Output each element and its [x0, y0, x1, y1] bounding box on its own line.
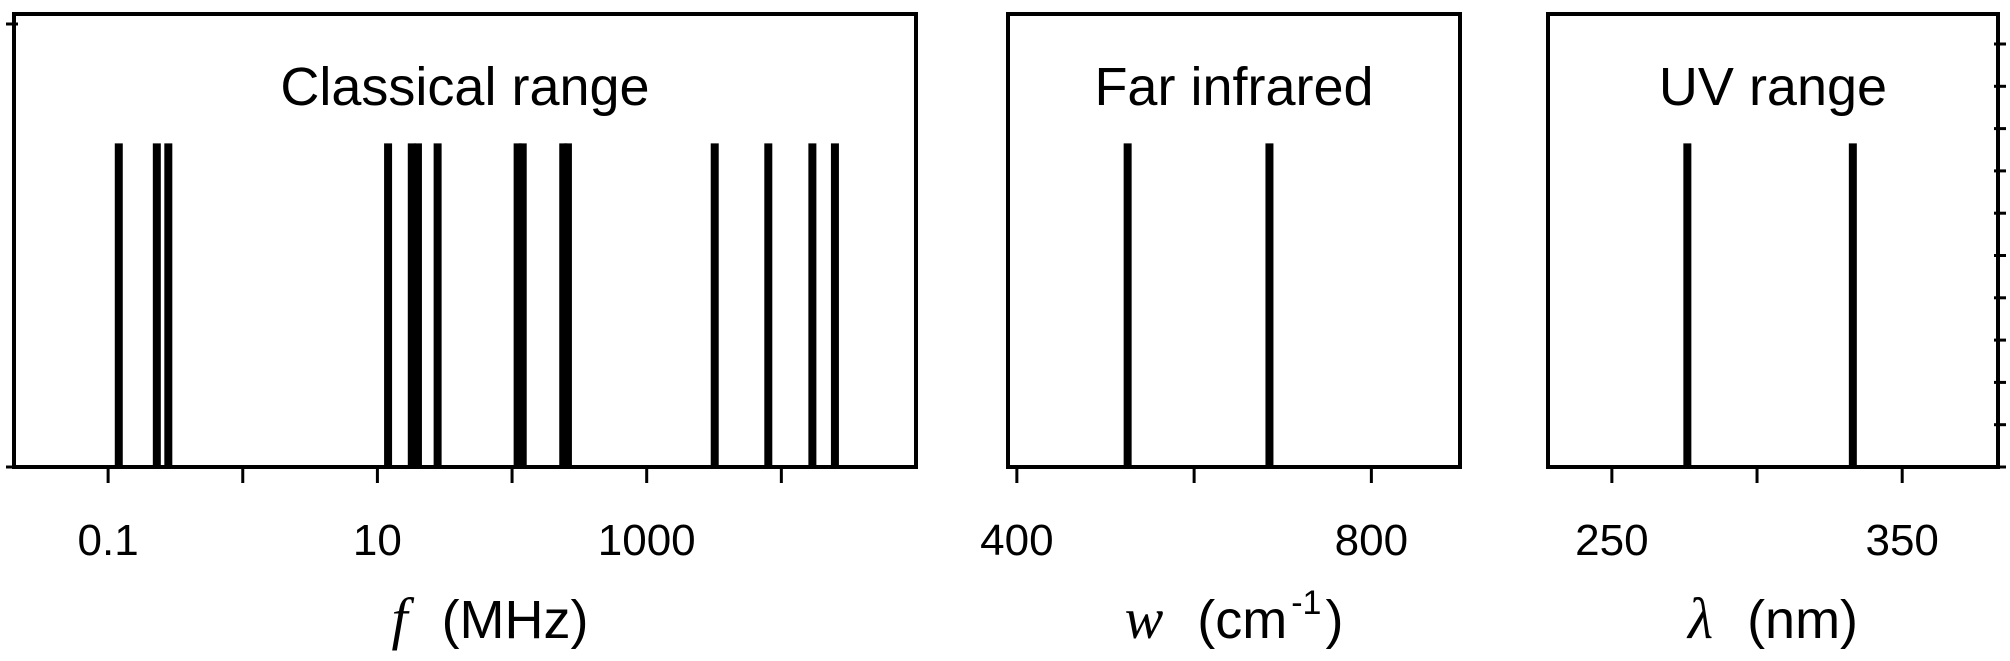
- x-axis-symbol: f: [391, 586, 414, 651]
- panel-title: UV range: [1659, 57, 1887, 117]
- x-tick-label: 250: [1575, 516, 1648, 565]
- x-tick-label: 0.1: [78, 516, 139, 565]
- x-axis-unit: (MHz): [442, 590, 589, 650]
- spectral-lines: [114, 143, 839, 467]
- x-tick-label: 400: [980, 516, 1053, 565]
- panel-title: Far infrared: [1094, 57, 1373, 117]
- x-axis-label: λ (nm): [1686, 586, 1858, 651]
- right-axis-ticks: [1994, 42, 2006, 469]
- panel-frame: [1006, 12, 1462, 469]
- left-axis-ticks: [6, 22, 18, 469]
- panel-far-infrared: Far infrared 400 800 w (cm -1 ): [980, 12, 1462, 651]
- spectral-lines: [1123, 143, 1274, 467]
- x-tick-label: 350: [1865, 516, 1938, 565]
- panel-title: Classical range: [280, 57, 649, 117]
- x-tick-label: 10: [353, 516, 402, 565]
- panel-frame: [12, 12, 918, 469]
- x-axis-unit-superscript: -1: [1291, 584, 1321, 622]
- spectral-lines: [1683, 143, 1857, 467]
- x-axis-ticks: 250 350: [1575, 467, 1939, 565]
- x-axis-label: f (MHz): [391, 586, 588, 651]
- x-tick-label: 800: [1335, 516, 1408, 565]
- panel-frame: [1546, 12, 2000, 469]
- x-axis-ticks: 400 800: [980, 467, 1408, 565]
- panel-classical-range: Classical range 0.1 10 1000 f (MHz): [6, 12, 918, 651]
- panel-uv-range: UV range 250 350 λ (nm): [1546, 12, 2006, 651]
- x-axis-label: w (cm -1 ): [1125, 584, 1344, 651]
- x-axis-symbol: λ: [1686, 586, 1713, 651]
- x-axis-ticks: 0.1 10 1000: [78, 467, 783, 565]
- x-tick-label: 1000: [598, 516, 696, 565]
- x-axis-unit-close: ): [1325, 590, 1343, 650]
- x-axis-symbol: w: [1125, 586, 1164, 651]
- x-axis-unit: (nm): [1747, 590, 1858, 650]
- x-axis-unit: (cm: [1197, 590, 1287, 650]
